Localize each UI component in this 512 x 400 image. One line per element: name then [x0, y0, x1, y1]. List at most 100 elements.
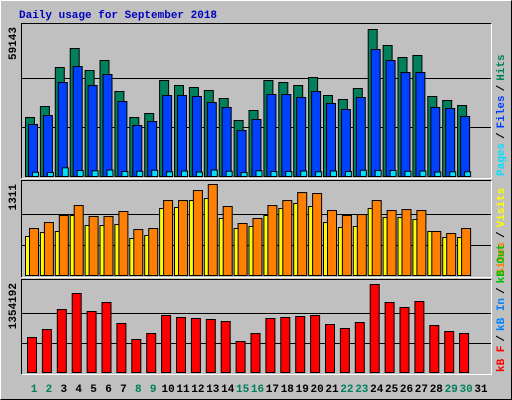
bar [32, 171, 39, 177]
x-tick-label: 14 [221, 384, 235, 396]
bar [414, 300, 425, 373]
x-tick-label: 22 [340, 384, 353, 396]
panel-frame-dark [21, 23, 492, 179]
bar [464, 171, 472, 177]
x-tick-label: 12 [191, 384, 204, 396]
bar [445, 108, 456, 177]
x-tick-label: 21 [325, 384, 339, 396]
x-tick-label: 15 [236, 384, 250, 396]
bar [56, 308, 67, 373]
x-tick-label: 25 [385, 384, 399, 396]
bar [371, 200, 382, 277]
bar [146, 332, 157, 373]
bar [57, 82, 68, 177]
bar [29, 228, 39, 276]
bar [106, 169, 114, 177]
bar [296, 97, 307, 177]
x-tick-label: 6 [105, 384, 112, 396]
bar [118, 211, 129, 276]
bar [267, 205, 278, 277]
bar [401, 209, 412, 276]
bar [46, 172, 54, 177]
bar [240, 172, 248, 177]
bar [255, 170, 263, 177]
bar [191, 96, 202, 177]
bar [73, 205, 84, 277]
bar [297, 192, 308, 276]
bar [147, 121, 158, 177]
bar [459, 332, 470, 373]
bar [58, 215, 69, 277]
x-tick-label: 23 [355, 384, 369, 396]
bar [386, 210, 397, 277]
bar [101, 301, 112, 373]
bar [103, 215, 114, 276]
bar [72, 66, 83, 177]
bar [102, 74, 113, 177]
x-tick-label: 29 [445, 384, 458, 396]
bar [192, 190, 203, 276]
bar [431, 230, 442, 276]
bar [389, 170, 397, 177]
bar [415, 72, 426, 177]
x-tick-label: 27 [415, 384, 428, 396]
x-tick-label: 13 [206, 384, 220, 396]
bar [399, 306, 410, 373]
bar [434, 171, 442, 177]
bar [121, 171, 129, 177]
y-tick-label: 1354192 [8, 283, 20, 329]
bar [461, 228, 472, 276]
bar [235, 340, 246, 373]
x-tick-label: 30 [459, 384, 472, 396]
bar [166, 171, 174, 177]
x-tick-label: 16 [251, 384, 264, 396]
bar [42, 115, 53, 177]
bar [225, 170, 233, 177]
bar [354, 321, 365, 374]
bar [280, 316, 291, 374]
bar [148, 228, 159, 276]
legend: kB F / kB In / kB Out [496, 244, 508, 372]
bar [344, 171, 352, 177]
bar [385, 60, 396, 177]
bar [446, 233, 457, 276]
legend-separator: / [496, 287, 508, 294]
bar [282, 200, 293, 277]
bar [205, 318, 216, 374]
y-tick-label: 1311 [8, 184, 20, 211]
x-tick-label: 10 [161, 384, 174, 396]
x-tick-label: 19 [296, 384, 309, 396]
bar [384, 301, 395, 373]
bar [369, 284, 380, 373]
legend-entry: Sites [496, 242, 508, 275]
bar [61, 167, 69, 178]
bar [151, 169, 159, 177]
x-tick-label: 28 [430, 384, 444, 396]
bar [285, 171, 293, 177]
x-tick-label: 17 [266, 384, 279, 396]
bar [359, 169, 367, 177]
bar [326, 103, 336, 177]
bar [161, 314, 172, 374]
bar [370, 49, 381, 177]
legend-separator: / [496, 335, 508, 342]
bar [444, 330, 455, 373]
panel-frame-light [21, 180, 492, 278]
legend-separator: / [496, 84, 508, 91]
bar [429, 324, 440, 374]
bar [132, 125, 143, 178]
bar [327, 210, 337, 277]
bar [315, 171, 323, 177]
y-tick-label: 59143 [8, 27, 20, 60]
bar [265, 317, 276, 374]
bar [252, 218, 263, 277]
x-tick-label: 8 [135, 384, 142, 396]
x-tick-label: 11 [176, 384, 190, 396]
legend-entry: kB In [496, 298, 508, 331]
x-tick-label: 20 [310, 384, 323, 396]
bar [266, 94, 277, 177]
bar [312, 193, 323, 277]
x-tick-label: 4 [75, 384, 82, 396]
